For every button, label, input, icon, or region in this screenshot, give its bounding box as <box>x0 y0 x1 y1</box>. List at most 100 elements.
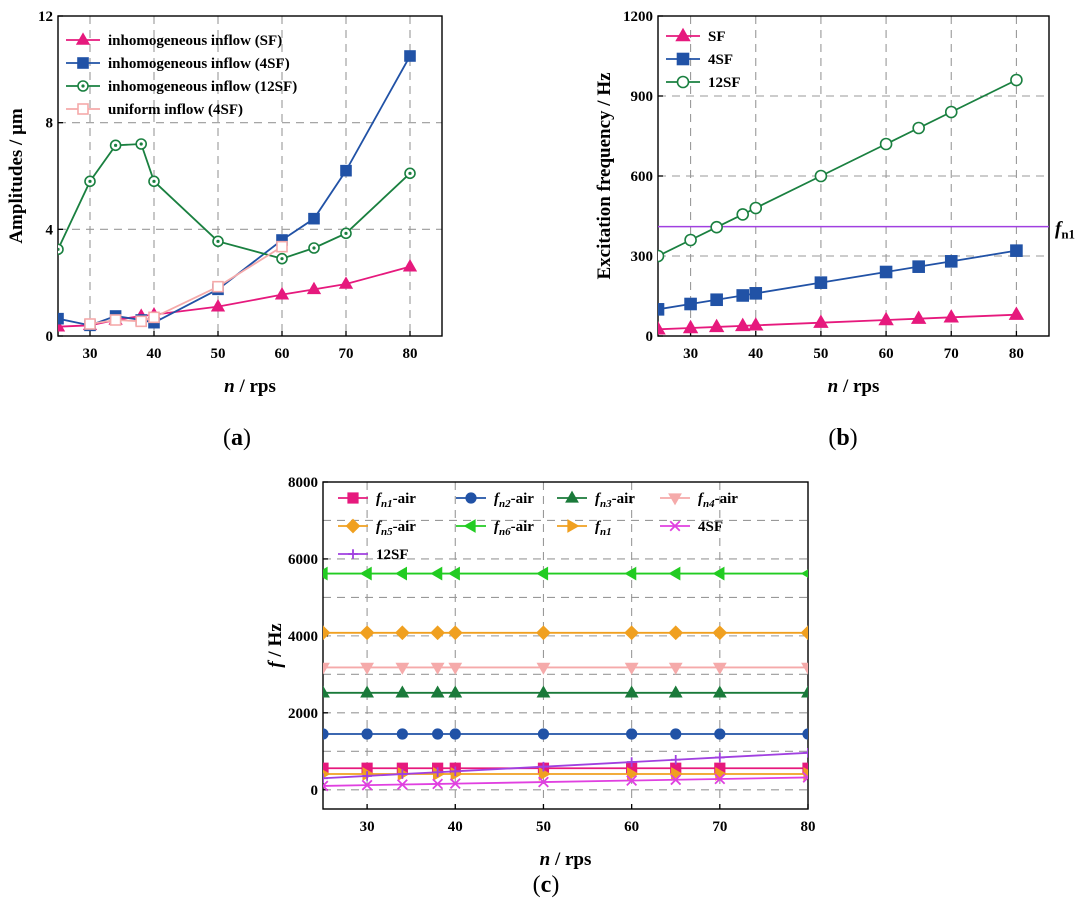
data-point-dot <box>139 142 143 146</box>
data-point <box>712 625 728 641</box>
data-point <box>710 220 723 234</box>
data-point <box>84 318 96 330</box>
data-point <box>626 728 638 740</box>
legend-label: fn4-air <box>698 491 738 510</box>
reference-line-label: fn1 <box>1055 219 1075 242</box>
series-2 <box>58 138 416 265</box>
data-point-dot <box>408 171 412 175</box>
data-point-dot <box>216 239 220 243</box>
data-point <box>360 685 374 698</box>
legend-marker <box>465 492 477 504</box>
data-point-dot <box>114 143 118 147</box>
legend-entry: fn1 <box>557 519 612 538</box>
x-tick-label: 70 <box>944 346 959 362</box>
data-point <box>712 685 727 698</box>
panel-c: 30 40 50 60 70 80 0 2000 4000 6000 8000 n / rps f / … <box>265 475 816 898</box>
x-tick-label: 60 <box>275 346 290 362</box>
data-point <box>670 754 681 765</box>
data-point <box>274 287 290 300</box>
data-point <box>361 728 373 740</box>
data-point-dot <box>88 179 92 183</box>
data-point <box>714 728 726 740</box>
data-point <box>879 265 893 279</box>
legend-entry: fn1-air <box>338 491 416 510</box>
data-point <box>714 773 726 785</box>
data-point <box>306 281 322 295</box>
data-point <box>670 728 682 740</box>
legend-entry: fn3-air <box>557 490 635 510</box>
x-tick-label: 30 <box>83 346 98 362</box>
ticks: 30 40 50 60 70 80 0 4 8 12 <box>38 9 418 362</box>
data-point <box>708 318 725 333</box>
data-point-dot <box>344 231 348 235</box>
data-point <box>749 287 763 300</box>
legend-label: inhomogeneous inflow (4SF) <box>108 56 290 72</box>
plot-area <box>658 73 1025 335</box>
y-tick-label: 300 <box>631 249 654 265</box>
data-point <box>658 321 666 335</box>
x-tick-label: 50 <box>536 819 551 835</box>
y-tick-label: 12 <box>38 9 53 25</box>
legend-entry: 12SF <box>338 547 409 563</box>
y-tick-label: 8 <box>46 116 54 132</box>
data-point <box>800 569 808 578</box>
x-tick-label: 80 <box>801 819 816 835</box>
legend-label: 4SF <box>698 519 723 535</box>
data-point <box>323 728 329 740</box>
y-tick-label: 600 <box>631 169 654 185</box>
data-point <box>715 752 725 763</box>
data-point <box>712 662 727 675</box>
data-point <box>448 662 463 675</box>
data-point <box>394 625 410 641</box>
x-tick-label: 80 <box>1009 346 1024 362</box>
series-1 <box>323 728 808 740</box>
data-point <box>135 315 147 328</box>
data-point <box>450 766 461 777</box>
panel-a: 30 40 50 60 70 80 0 4 8 12 n / rps Amplitudes / μm (… <box>6 9 443 451</box>
plot-area <box>58 50 418 332</box>
data-point <box>536 662 551 675</box>
data-point <box>323 780 329 792</box>
series-2 <box>658 73 1023 263</box>
data-point <box>684 233 697 247</box>
x-tick-label: 30 <box>360 819 375 835</box>
legend-label: SF <box>708 29 726 45</box>
data-point <box>910 310 927 324</box>
series-7 <box>323 772 808 792</box>
y-tick-label: 4 <box>46 222 54 238</box>
legend-entry: 4SF <box>666 52 733 68</box>
series-line <box>658 79 1017 257</box>
data-point <box>658 249 665 263</box>
data-point <box>338 276 354 289</box>
data-point <box>537 728 550 740</box>
data-point <box>323 625 331 641</box>
legend-marker <box>675 27 691 42</box>
data-point <box>430 685 445 698</box>
legend: SF 4SF 12SF <box>666 27 741 91</box>
legend-marker <box>463 519 476 533</box>
data-point <box>323 566 328 581</box>
data-point <box>802 728 808 740</box>
y-axis-label: Amplitudes / μm <box>6 108 27 244</box>
data-point <box>802 762 808 774</box>
legend-entry: fn5-air <box>338 518 416 538</box>
data-point <box>712 566 725 581</box>
legend-entry: uniform inflow (4SF) <box>66 102 243 118</box>
legend-label: fn6-air <box>494 519 534 538</box>
data-point <box>276 240 288 253</box>
data-point-dot <box>312 246 316 250</box>
data-point <box>624 685 639 698</box>
data-point <box>360 662 374 675</box>
series-4 <box>323 625 808 641</box>
data-point <box>624 566 637 581</box>
data-point <box>58 243 64 256</box>
legend-entry: inhomogeneous inflow (SF) <box>66 32 282 49</box>
data-point <box>801 662 808 675</box>
x-tick-label: 60 <box>624 819 639 835</box>
panel-label: (a) <box>223 425 251 451</box>
data-point <box>944 105 958 119</box>
data-point <box>323 685 330 698</box>
legend-marker <box>567 519 580 533</box>
data-point <box>801 685 808 698</box>
